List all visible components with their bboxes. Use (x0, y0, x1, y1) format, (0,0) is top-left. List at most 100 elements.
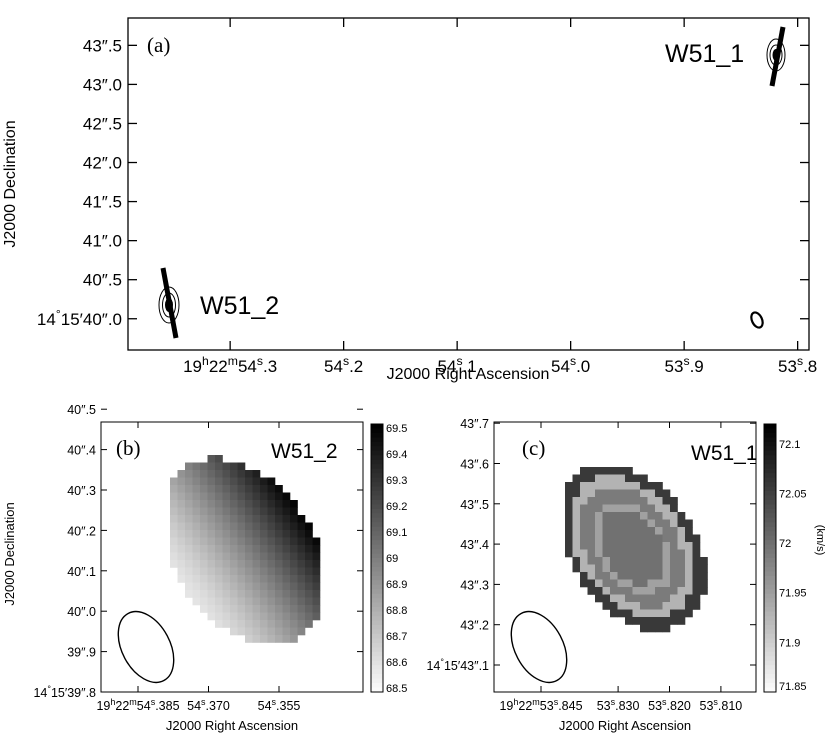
panel-b-pixel (312, 612, 321, 621)
panel-b-pixel (297, 627, 306, 636)
panel-b-pixel (260, 477, 268, 486)
panel-c-pixel (595, 549, 603, 558)
panel-c-colorbar-segment (764, 629, 776, 635)
panel-c-pixel (625, 542, 633, 550)
panel-b-pixel (290, 552, 298, 561)
panel-b-pixel (260, 575, 268, 583)
panel-b-colorbar-segment (371, 575, 383, 581)
panel-b-pixel (177, 470, 186, 478)
panel-c-pixel (647, 504, 656, 513)
panel-b-pixel (177, 545, 186, 553)
panel-c-pixel (595, 572, 603, 580)
panel-c-pixel (602, 572, 611, 580)
panel-b-pixel (282, 582, 291, 591)
panel-b-pixel (222, 597, 231, 606)
panel-c-colorbar-segment (764, 571, 776, 577)
panel-b-pixel (252, 605, 261, 613)
panel-c-ytick-label: 43″.7 (460, 417, 489, 431)
panel-b-pixel (297, 537, 306, 546)
panel-b-pixel (215, 485, 223, 493)
panel-c-pixel (565, 489, 573, 498)
panel-b-pixel (230, 530, 238, 538)
panel-b-pixel (215, 470, 223, 478)
panel-b-colorbar-segment (371, 638, 383, 644)
panel-c-pixel (692, 557, 701, 565)
panel-b-pixel (275, 560, 283, 568)
panel-c-colorbar-segment (764, 683, 776, 689)
panel-c-pixel (647, 534, 656, 543)
panel-a-xtick-label: 54s.2 (324, 354, 363, 376)
panel-c-pixel (662, 564, 671, 573)
panel-c-pixel (617, 587, 626, 595)
panel-c-pixel (580, 527, 588, 535)
panel-b-pixel (282, 620, 291, 628)
panel-c-pixel (617, 527, 626, 535)
panel-b-pixel (207, 537, 216, 546)
panel-b-pixel (267, 515, 276, 523)
panel-c-pixel (595, 519, 603, 528)
panel-c-pixel (580, 549, 588, 558)
panel-b-pixel (260, 612, 268, 621)
panel-b-pixel (275, 590, 283, 598)
panel-b-colorbar-segment (371, 660, 383, 666)
panel-b-colorbar-segment (371, 602, 383, 608)
panel-b-pixel (267, 477, 276, 486)
panel-c-pixel (625, 609, 633, 618)
panel-b-pixel (260, 560, 268, 568)
panel-b-pixel (207, 515, 216, 523)
panel-c-pixel (700, 579, 708, 588)
panel-b-pixel (230, 485, 238, 493)
panel-c-pixel (572, 564, 581, 573)
panel-c-pixel (602, 549, 611, 558)
panel-b-pixel (260, 500, 268, 508)
panel-b-pixel (245, 515, 253, 523)
panel-b-pixel (192, 500, 201, 508)
panel-c-colorbar-segment (764, 522, 776, 528)
panel-c-pixel (647, 512, 656, 520)
panel-b-pixel (290, 597, 298, 606)
panel-c-pixel (640, 519, 648, 528)
panel-c-pixel (685, 557, 693, 565)
panel-c-colorbar-segment (764, 508, 776, 514)
panel-b-pixel (185, 492, 193, 501)
panel-a-frame (127, 17, 810, 351)
panel-b-pixel (170, 485, 178, 493)
panel-b-pixel (192, 552, 201, 561)
panel-b-pixel (252, 627, 261, 636)
panel-c-pixel (655, 512, 663, 520)
panel-b-pixel (275, 500, 283, 508)
panel-b-pixel (230, 582, 238, 591)
panel-c-pixel (647, 594, 656, 603)
panel-b-pixel (282, 567, 291, 576)
panel-b-pixel (252, 530, 261, 538)
panel-b-pixel (252, 620, 261, 628)
panel-c-pixel (632, 549, 641, 558)
panel-b-pixel (275, 612, 283, 621)
panel-b-pixel (290, 582, 298, 591)
panel-b-pixel (275, 552, 283, 561)
panel-b-pixel (305, 530, 313, 538)
panel-b-pixel (245, 545, 253, 553)
panel-b-ytick-label: 40″.5 (67, 403, 96, 417)
panel-c-pixel (700, 587, 708, 595)
panel-c-pixel (625, 519, 633, 528)
panel-b-pixel (305, 597, 313, 606)
panel-c-pixel (625, 527, 633, 535)
panel-b-pixel (215, 455, 223, 463)
panel-c-pixel (610, 579, 618, 588)
panel-b-pixel (192, 560, 201, 568)
panel-b-colorbar-segment (371, 482, 383, 488)
panel-b-colorbar-segment (371, 687, 383, 693)
panel-b-ytick-label: 40″.1 (67, 565, 96, 579)
panel-b-colorbar-segment (371, 517, 383, 523)
panel-b-pixel (185, 530, 193, 538)
panel-c-pixel (692, 579, 701, 588)
panel-c-pixel (640, 497, 648, 505)
panel-c-pixel (580, 534, 588, 543)
panel-b-pixel (305, 605, 313, 613)
panel-b-pixel (237, 462, 246, 471)
panel-c-pixel (625, 489, 633, 498)
panel-c-pixel (602, 497, 611, 505)
panel-c-colorbar-segment (764, 553, 776, 559)
panel-c-colorbar-segment (764, 491, 776, 496)
